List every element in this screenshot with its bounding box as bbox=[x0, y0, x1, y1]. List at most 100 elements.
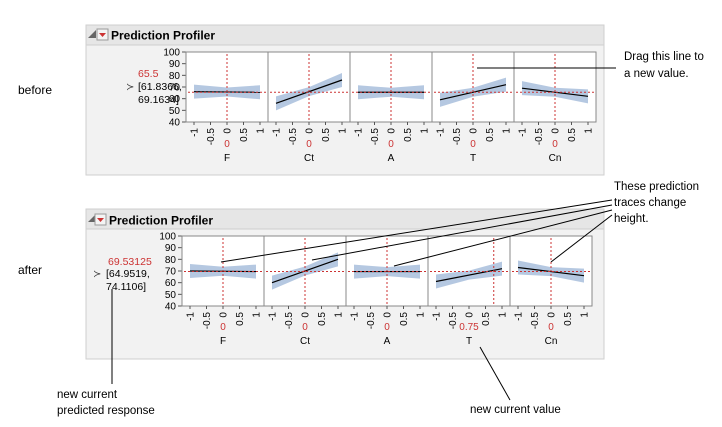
x-tick-label: 1 bbox=[334, 312, 345, 318]
y-tick-label: 60 bbox=[165, 278, 177, 289]
trace-callout-line bbox=[311, 204, 613, 261]
traces-note-line-2: traces change bbox=[614, 197, 686, 209]
x-tick-label: 0 bbox=[219, 312, 230, 318]
factor-label: Ct bbox=[300, 336, 310, 347]
before-header-bar bbox=[85, 24, 605, 46]
x-tick-label: 0.5 bbox=[399, 312, 410, 326]
x-tick-label: 0.5 bbox=[235, 312, 246, 326]
collapse-triangle-icon[interactable] bbox=[88, 214, 96, 222]
response-note-line-1: new current bbox=[57, 389, 118, 401]
x-tick-label: 1 bbox=[416, 312, 427, 318]
after-response-value: 69.53125 bbox=[108, 256, 152, 268]
x-tick-label: -1 bbox=[436, 128, 447, 137]
x-tick-label: 1 bbox=[420, 128, 431, 134]
value-callout-line bbox=[479, 346, 511, 401]
before-ci-lower: 69.1634] bbox=[138, 94, 179, 106]
annotation-traces: These prediction traces change height. bbox=[220, 181, 699, 267]
after-ci-upper: [64.9519, bbox=[106, 268, 150, 280]
x-tick-label: 0.5 bbox=[485, 128, 496, 142]
before-ci-upper: [61.8366, bbox=[138, 81, 182, 93]
traces-note-line-3: height. bbox=[614, 213, 649, 225]
x-tick-label: 1 bbox=[498, 312, 509, 318]
value-note: new current value bbox=[470, 404, 561, 416]
response-caret-icon: ≻ bbox=[93, 269, 101, 280]
factor-current-value: 0 bbox=[224, 139, 230, 150]
after-label: after bbox=[18, 263, 42, 277]
x-tick-label: 1 bbox=[584, 128, 595, 134]
y-tick-label: 90 bbox=[169, 59, 181, 70]
x-tick-label: -0.5 bbox=[284, 312, 295, 330]
factor-current-value: 0 bbox=[306, 139, 312, 150]
factor-current-value: 0.75 bbox=[459, 322, 479, 333]
response-caret-icon: ≻ bbox=[126, 82, 134, 93]
after-response-readout: 69.53125 ≻ [64.9519, 74.1106] bbox=[93, 256, 152, 293]
red-triangle-menu-icon[interactable] bbox=[97, 218, 104, 222]
before-label: before bbox=[18, 83, 52, 97]
x-tick-label: -1 bbox=[354, 128, 365, 137]
after-ci-lower: 74.1106] bbox=[106, 281, 146, 293]
x-tick-label: 0 bbox=[465, 312, 476, 318]
x-tick-label: 1 bbox=[338, 128, 349, 134]
y-tick-label: 50 bbox=[169, 106, 181, 117]
y-tick-label: 80 bbox=[165, 255, 177, 266]
factor-current-value: 0 bbox=[302, 322, 308, 333]
x-tick-label: -1 bbox=[186, 312, 197, 321]
factor-current-value: 0 bbox=[220, 322, 226, 333]
factor-label: T bbox=[466, 336, 472, 347]
drag-note-line-2: a new value. bbox=[624, 68, 689, 80]
response-note-line-2: predicted response bbox=[57, 405, 155, 417]
x-tick-label: 0 bbox=[383, 312, 394, 318]
red-triangle-menu-icon[interactable] bbox=[99, 33, 106, 37]
y-tick-label: 70 bbox=[169, 83, 181, 94]
x-tick-label: 1 bbox=[256, 128, 267, 134]
x-tick-label: -0.5 bbox=[370, 128, 381, 146]
annotation-response: new current predicted response bbox=[57, 289, 155, 417]
after-profiler-title: Prediction Profiler bbox=[109, 214, 213, 228]
factor-label: T bbox=[470, 153, 476, 164]
factor-current-value: 0 bbox=[548, 322, 554, 333]
x-tick-label: -1 bbox=[514, 312, 525, 321]
drag-note-line-1: Drag this line to bbox=[624, 51, 704, 63]
factor-current-value: 0 bbox=[388, 139, 394, 150]
factor-current-value: 0 bbox=[552, 139, 558, 150]
x-tick-label: 0 bbox=[387, 128, 398, 134]
x-tick-label: 0 bbox=[301, 312, 312, 318]
x-tick-label: 0 bbox=[547, 312, 558, 318]
y-tick-label: 100 bbox=[159, 232, 176, 243]
x-tick-label: 0.5 bbox=[481, 312, 492, 326]
trace-callout-line bbox=[550, 214, 613, 263]
factor-label: A bbox=[384, 336, 391, 347]
x-tick-label: -0.5 bbox=[452, 128, 463, 146]
x-tick-label: 0.5 bbox=[317, 312, 328, 326]
before-response-readout: 65.5 ≻ [61.8366, 69.1634] bbox=[126, 68, 182, 106]
x-tick-label: -1 bbox=[190, 128, 201, 137]
x-tick-label: 1 bbox=[252, 312, 263, 318]
factor-label: Cn bbox=[549, 153, 562, 164]
trace-callout-line bbox=[393, 209, 613, 267]
x-tick-label: -1 bbox=[518, 128, 529, 137]
prediction-trace bbox=[435, 268, 503, 283]
factor-label: A bbox=[388, 153, 395, 164]
traces-note-line-1: These prediction bbox=[614, 181, 699, 193]
x-tick-label: 0.5 bbox=[403, 128, 414, 142]
x-tick-label: -0.5 bbox=[202, 312, 213, 330]
x-tick-label: -0.5 bbox=[530, 312, 541, 330]
x-tick-label: 0.5 bbox=[567, 128, 578, 142]
after-header-bar bbox=[85, 208, 605, 230]
factor-current-value: 0 bbox=[384, 322, 390, 333]
x-tick-label: -0.5 bbox=[288, 128, 299, 146]
collapse-triangle-icon[interactable] bbox=[88, 30, 96, 38]
y-tick-label: 70 bbox=[165, 267, 177, 278]
y-tick-label: 90 bbox=[165, 243, 177, 254]
x-tick-label: 0 bbox=[551, 128, 562, 134]
y-tick-label: 100 bbox=[163, 48, 180, 59]
x-tick-label: 0 bbox=[223, 128, 234, 134]
prediction-trace bbox=[439, 84, 507, 101]
x-tick-label: 1 bbox=[580, 312, 591, 318]
x-tick-label: 0.5 bbox=[563, 312, 574, 326]
factor-label: F bbox=[220, 336, 226, 347]
factor-label: F bbox=[224, 153, 230, 164]
